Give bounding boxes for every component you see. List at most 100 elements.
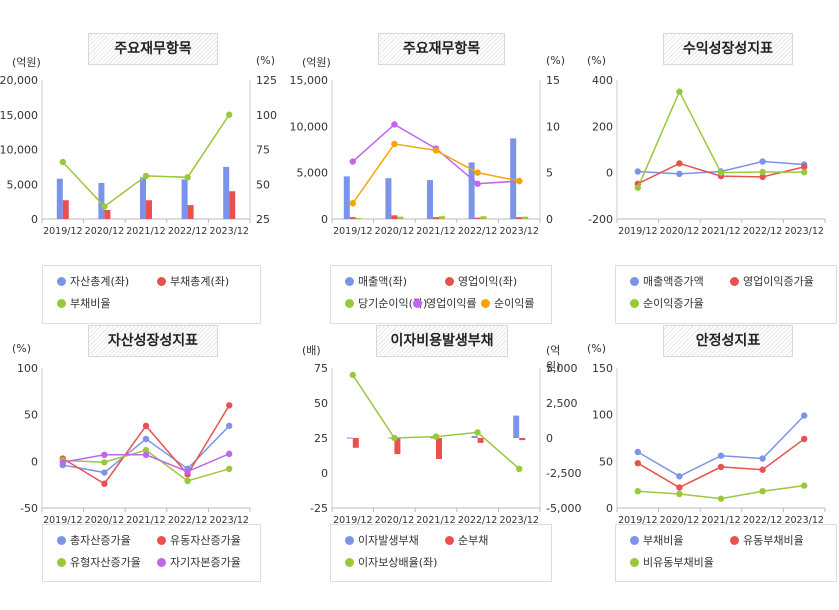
legend-marker bbox=[57, 299, 66, 308]
data-point bbox=[717, 463, 725, 471]
x-tick-label: 2021/12 bbox=[126, 226, 165, 237]
plot-area: 75 50 25 0 -25 5,000 2,500 0 -2,500 -5,000 2019/12… bbox=[310, 362, 581, 526]
y-tick-label: 400 bbox=[592, 74, 613, 87]
bar bbox=[187, 205, 194, 219]
chart-legend: 부채비율 유동부채비율 비유동부채비율 bbox=[615, 524, 837, 582]
legend-item: 총자산증가율 bbox=[57, 534, 131, 548]
bar bbox=[229, 191, 236, 219]
legend-marker bbox=[630, 536, 639, 545]
bar bbox=[223, 166, 230, 219]
legend-item: 순부채 bbox=[445, 534, 488, 548]
x-tick-label: 2023/12 bbox=[209, 226, 248, 237]
data-point bbox=[801, 435, 808, 443]
legend-item: 유형자산증가율 bbox=[57, 556, 141, 570]
bar bbox=[355, 218, 362, 220]
x-tick-label: 2020/12 bbox=[660, 226, 699, 237]
y2-tick-label: 10 bbox=[546, 120, 560, 133]
legend-item: 부채비율 bbox=[57, 297, 110, 311]
y-tick-label: 100 bbox=[592, 409, 613, 422]
plot-area: 20,000 15,000 10,000 5,000 0 125 100 75 50 25 2019… bbox=[0, 74, 277, 237]
y2-tick-label: 25 bbox=[256, 213, 270, 226]
x-tick-label: 2022/12 bbox=[458, 515, 497, 526]
x-tick-label: 2019/12 bbox=[333, 226, 372, 237]
legend-item: 자산총계(좌) bbox=[57, 275, 129, 289]
bar bbox=[181, 179, 188, 219]
data-point bbox=[759, 168, 766, 176]
legend-label: 이자발생부채 bbox=[358, 534, 419, 547]
legend-label: 유형자산증가율 bbox=[70, 556, 141, 569]
y-tick-label: 0 bbox=[31, 455, 38, 468]
data-point bbox=[226, 465, 233, 472]
legend-label: 순이익증가율 bbox=[643, 297, 704, 310]
data-point bbox=[101, 451, 108, 458]
bar bbox=[430, 437, 436, 439]
legend-label: 순부채 bbox=[458, 534, 489, 547]
bar bbox=[140, 177, 146, 219]
chart-panel-2: 주요재무항목 (억원) (%) 15,000 10,000 5,000 0 15 10 5 0 201… bbox=[290, 28, 565, 324]
chart-panel-1: 주요재무항목 (억원) (%) 20,000 15,000 10,000 5,000 0 125… bbox=[0, 28, 277, 324]
y2-tick-label: 5 bbox=[546, 167, 553, 180]
y2-tick-label: 15 bbox=[546, 74, 560, 87]
data-point bbox=[759, 455, 766, 462]
legend-item: 영업이익증가율 bbox=[730, 275, 814, 289]
x-tick-label: 2023/12 bbox=[209, 515, 248, 526]
x-tick-label: 2021/12 bbox=[701, 226, 740, 237]
bar bbox=[427, 180, 433, 219]
data-point bbox=[717, 169, 725, 176]
bar bbox=[436, 438, 442, 459]
legend-marker bbox=[57, 558, 66, 567]
data-point bbox=[142, 446, 150, 454]
data-point bbox=[432, 147, 440, 154]
plot-area: 400 200 0 -200 2019/12 2020/12 2021/12 2022/12 2… bbox=[588, 74, 826, 237]
legend-label: 비유동부채비율 bbox=[643, 556, 714, 569]
bar bbox=[513, 415, 520, 438]
data-point bbox=[101, 203, 108, 210]
y2-tick-label: 2,500 bbox=[546, 397, 578, 410]
x-tick-label: 2019/12 bbox=[618, 515, 657, 526]
legend-item: 매출액(좌) bbox=[345, 275, 407, 289]
data-point bbox=[101, 459, 108, 466]
y-tick-label: 10,000 bbox=[0, 144, 38, 157]
data-point bbox=[676, 170, 683, 178]
data-point bbox=[474, 429, 481, 436]
y2-tick-label: 0 bbox=[546, 432, 553, 445]
legend-item: 영업이익률 bbox=[413, 297, 477, 311]
right-axis-unit: (%) bbox=[256, 54, 276, 67]
y-tick-label: 25 bbox=[314, 432, 328, 445]
legend-label: 총자산증가율 bbox=[70, 534, 131, 547]
bar bbox=[468, 162, 475, 219]
legend-label: 매출액(좌) bbox=[358, 275, 408, 288]
bar bbox=[349, 217, 356, 219]
legend-item: 이자보상배율(좌) bbox=[345, 556, 437, 570]
data-point bbox=[634, 488, 641, 495]
legend-marker bbox=[157, 536, 166, 545]
legend-label: 영업이익률 bbox=[426, 297, 477, 310]
y-tick-label: 50 bbox=[24, 409, 38, 422]
legend-item: 순이익증가율 bbox=[630, 297, 704, 311]
y2-tick-label: 5,000 bbox=[546, 362, 578, 375]
data-point bbox=[634, 184, 641, 191]
legend-marker bbox=[345, 277, 354, 286]
legend-item: 자기자본증가율 bbox=[157, 556, 241, 570]
data-point bbox=[184, 477, 191, 485]
bar bbox=[391, 215, 398, 219]
data-point bbox=[101, 480, 108, 487]
legend-item: 부채총계(좌) bbox=[157, 275, 229, 289]
legend-label: 유동자산증가율 bbox=[170, 534, 241, 547]
legend-marker bbox=[630, 277, 639, 286]
x-tick-label: 2022/12 bbox=[168, 515, 207, 526]
bar bbox=[394, 438, 401, 455]
chart-title: 주요재무항목 bbox=[88, 33, 218, 65]
y-tick-label: -200 bbox=[588, 213, 613, 226]
legend-item: 이자발생부채 bbox=[345, 534, 419, 548]
y-tick-label: 15,000 bbox=[0, 109, 38, 122]
x-tick-label: 2021/12 bbox=[126, 515, 165, 526]
chart-title: 안정성지표 bbox=[663, 325, 793, 357]
y2-tick-label: 75 bbox=[256, 144, 270, 157]
bar bbox=[346, 437, 353, 439]
x-tick-label: 2019/12 bbox=[333, 515, 372, 526]
data-point bbox=[717, 495, 725, 502]
bar bbox=[510, 138, 517, 219]
series-line bbox=[352, 123, 520, 185]
